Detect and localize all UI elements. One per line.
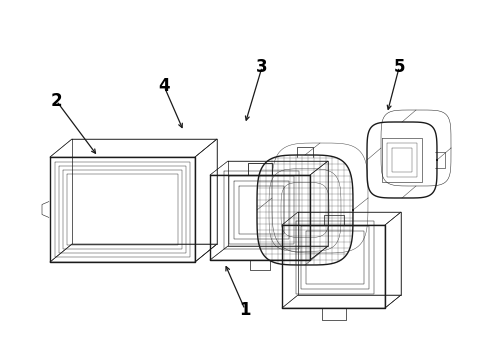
Text: 5: 5	[393, 58, 405, 76]
Text: 2: 2	[50, 92, 62, 110]
Text: 3: 3	[256, 58, 268, 76]
Text: 1: 1	[239, 301, 251, 319]
Text: 4: 4	[158, 77, 170, 95]
